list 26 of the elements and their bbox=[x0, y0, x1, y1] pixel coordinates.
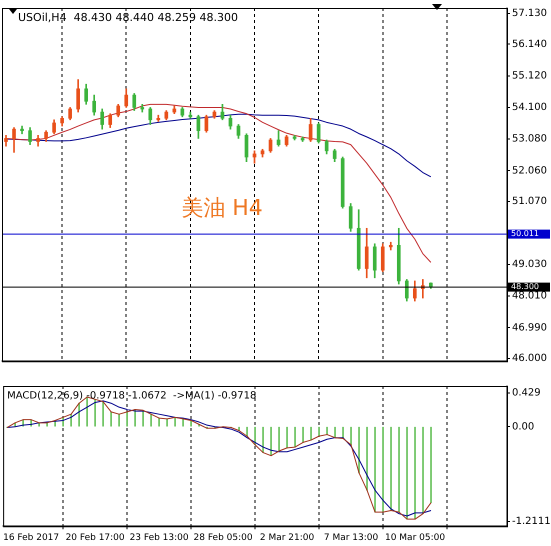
y-tick-label: 55.120 bbox=[512, 70, 547, 82]
y-tick-label: 56.140 bbox=[512, 38, 547, 50]
x-tick-label: 28 Feb 05:00 bbox=[194, 532, 253, 543]
y-tick-label: -1.2111 bbox=[512, 516, 551, 528]
x-tick-label: 10 Mar 05:00 bbox=[384, 532, 446, 543]
y-tick-label: 0.429 bbox=[512, 388, 541, 399]
y-tick-label: 53.080 bbox=[512, 134, 547, 145]
x-tick-label: 7 Mar 13:00 bbox=[324, 532, 378, 543]
ref-line-label: 48.300 bbox=[511, 282, 539, 292]
x-tick-label: 16 Feb 2017 bbox=[3, 532, 60, 543]
y-tick-label: 54.100 bbox=[512, 102, 547, 114]
ref-line-label: 50.011 bbox=[511, 229, 539, 238]
x-tick-label: 2 Mar 21:00 bbox=[260, 532, 315, 543]
y-tick-label: 49.030 bbox=[512, 259, 547, 270]
y-tick-label: 51.070 bbox=[512, 196, 547, 207]
text: MACD(12,26,9) -0.9718 -1.0672 ->MA(1) -0.9718 bbox=[7, 390, 256, 402]
x-tick-label: 23 Feb 13:00 bbox=[130, 532, 189, 543]
y-tick-label: 0.00 bbox=[512, 421, 534, 432]
y-tick-label: 46.000 bbox=[512, 353, 547, 364]
chart-title: USOil,H4 48.430 48.440 48.259 48.300 bbox=[18, 10, 238, 24]
x-tick-label: 20 Feb 17:00 bbox=[66, 532, 125, 543]
y-tick-label: 52.060 bbox=[512, 165, 547, 176]
annotation: 美油 H4 bbox=[181, 196, 263, 222]
y-tick-label: 48.010 bbox=[512, 290, 547, 302]
y-tick-label: 46.990 bbox=[512, 322, 547, 334]
y-tick-label: 57.130 bbox=[512, 8, 547, 20]
